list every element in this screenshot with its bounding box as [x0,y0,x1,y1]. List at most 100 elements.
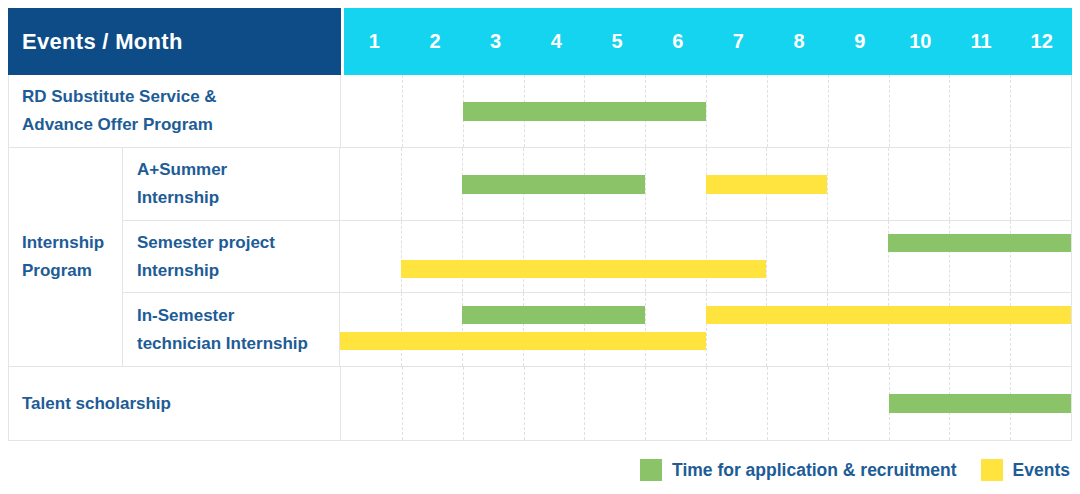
row-timeline [341,367,1071,440]
month-gridline [827,148,828,220]
month-gridline [584,221,585,293]
row-label: A+SummerInternship [123,148,340,220]
month-gridline [584,367,585,440]
month-gridline [401,293,402,366]
label-line: Advance Offer Program [22,111,340,139]
month-header-cell: 8 [769,8,830,75]
month-gridline [1010,75,1011,147]
legend-swatch-application-icon [640,459,662,481]
month-gridline [827,293,828,366]
group-subrows: A+SummerInternshipSemester projectIntern… [123,148,1071,366]
month-gridline [828,367,829,440]
table-subrow: In-Semestertechnician Internship [123,293,1071,366]
table-row: RD Substitute Service &Advance Offer Pro… [9,75,1071,148]
label-line: Semester project [137,229,339,257]
month-gridline [462,293,463,366]
row-label: Semester projectInternship [123,221,340,293]
month-gridline [1010,221,1011,293]
month-gridline [767,367,768,440]
month-header-cell: 5 [587,8,648,75]
gantt-bar-events [340,332,706,350]
month-gridline [462,221,463,293]
month-gridline [402,367,403,440]
month-header-cell: 6 [647,8,708,75]
table-group-row: InternshipProgramA+SummerInternshipSemes… [9,148,1071,367]
month-gridline [584,293,585,366]
month-gridline [645,367,646,440]
label-line: In-Semester [137,302,339,330]
legend-label-events: Events [1013,460,1070,481]
group-label: InternshipProgram [9,148,123,366]
month-gridline [706,221,707,293]
legend-label-application: Time for application & recruitment [672,460,957,481]
month-header-strip: 123456789101112 [341,8,1072,75]
events-month-table: Events / Month 123456789101112 RD Substi… [8,8,1072,441]
table-body: RD Substitute Service &Advance Offer Pro… [8,75,1072,441]
month-gridline [828,75,829,147]
row-label: RD Substitute Service &Advance Offer Pro… [9,75,341,147]
month-gridline [401,221,402,293]
label-line: Internship [137,184,339,212]
month-gridline [402,75,403,147]
month-gridline [645,221,646,293]
month-gridline [523,293,524,366]
gantt-bar-events [706,175,828,194]
month-gridline [1010,293,1011,366]
month-gridline [827,221,828,293]
month-gridline [949,75,950,147]
month-gridline [645,148,646,220]
month-header-cell: 2 [405,8,466,75]
table-subrow: Semester projectInternship [123,221,1071,294]
label-line: Internship [137,257,339,285]
month-gridline [706,367,707,440]
gantt-bar-events [401,260,767,278]
legend-swatch-events-icon [981,459,1003,481]
label-line: RD Substitute Service & [22,83,340,111]
label-line: technician Internship [137,330,339,358]
label-line: Internship [22,229,122,257]
table-header-row: Events / Month 123456789101112 [8,8,1072,75]
gantt-bar-events [706,306,1072,324]
month-gridline [949,148,950,220]
month-gridline [401,148,402,220]
gantt-bar-application [462,175,645,194]
month-gridline [706,75,707,147]
month-gridline [645,293,646,366]
row-timeline [341,75,1071,147]
month-gridline [1010,148,1011,220]
month-header-cell: 1 [344,8,405,75]
row-timeline [340,148,1071,220]
month-gridline [766,293,767,366]
row-timeline [340,221,1071,293]
month-gridline [888,221,889,293]
label-line: Program [22,257,122,285]
month-gridline [889,75,890,147]
month-gridline [766,221,767,293]
month-gridline [767,75,768,147]
month-gridline [523,221,524,293]
label-line: A+Summer [137,156,339,184]
month-gridline [706,293,707,366]
month-gridline [888,293,889,366]
gantt-schedule-chart: Events / Month 123456789101112 RD Substi… [0,0,1080,494]
month-gridline [949,293,950,366]
row-timeline [340,293,1071,366]
gantt-bar-application [462,306,645,324]
row-label: Talent scholarship [9,367,341,440]
month-header-cell: 7 [708,8,769,75]
month-header-cell: 11 [951,8,1012,75]
month-header-cell: 9 [829,8,890,75]
label-line: Talent scholarship [22,390,340,418]
month-header-cell: 3 [465,8,526,75]
gantt-bar-application [463,102,706,121]
month-header-cell: 4 [526,8,587,75]
month-gridline [463,367,464,440]
month-gridline [888,148,889,220]
table-subrow: A+SummerInternship [123,148,1071,221]
events-month-header-cell: Events / Month [8,8,341,75]
month-gridline [949,221,950,293]
month-gridline [524,367,525,440]
legend: Time for application & recruitment Event… [640,459,1070,481]
month-header-cell: 10 [890,8,951,75]
month-header-cell: 12 [1011,8,1072,75]
